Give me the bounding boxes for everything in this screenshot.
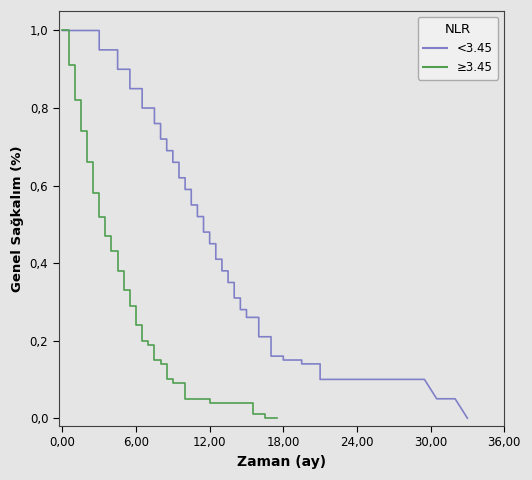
Legend: <3.45, ≥3.45: <3.45, ≥3.45 (418, 17, 498, 80)
X-axis label: Zaman (ay): Zaman (ay) (237, 455, 326, 469)
Y-axis label: Genel Sağkalım (%): Genel Sağkalım (%) (11, 145, 24, 292)
